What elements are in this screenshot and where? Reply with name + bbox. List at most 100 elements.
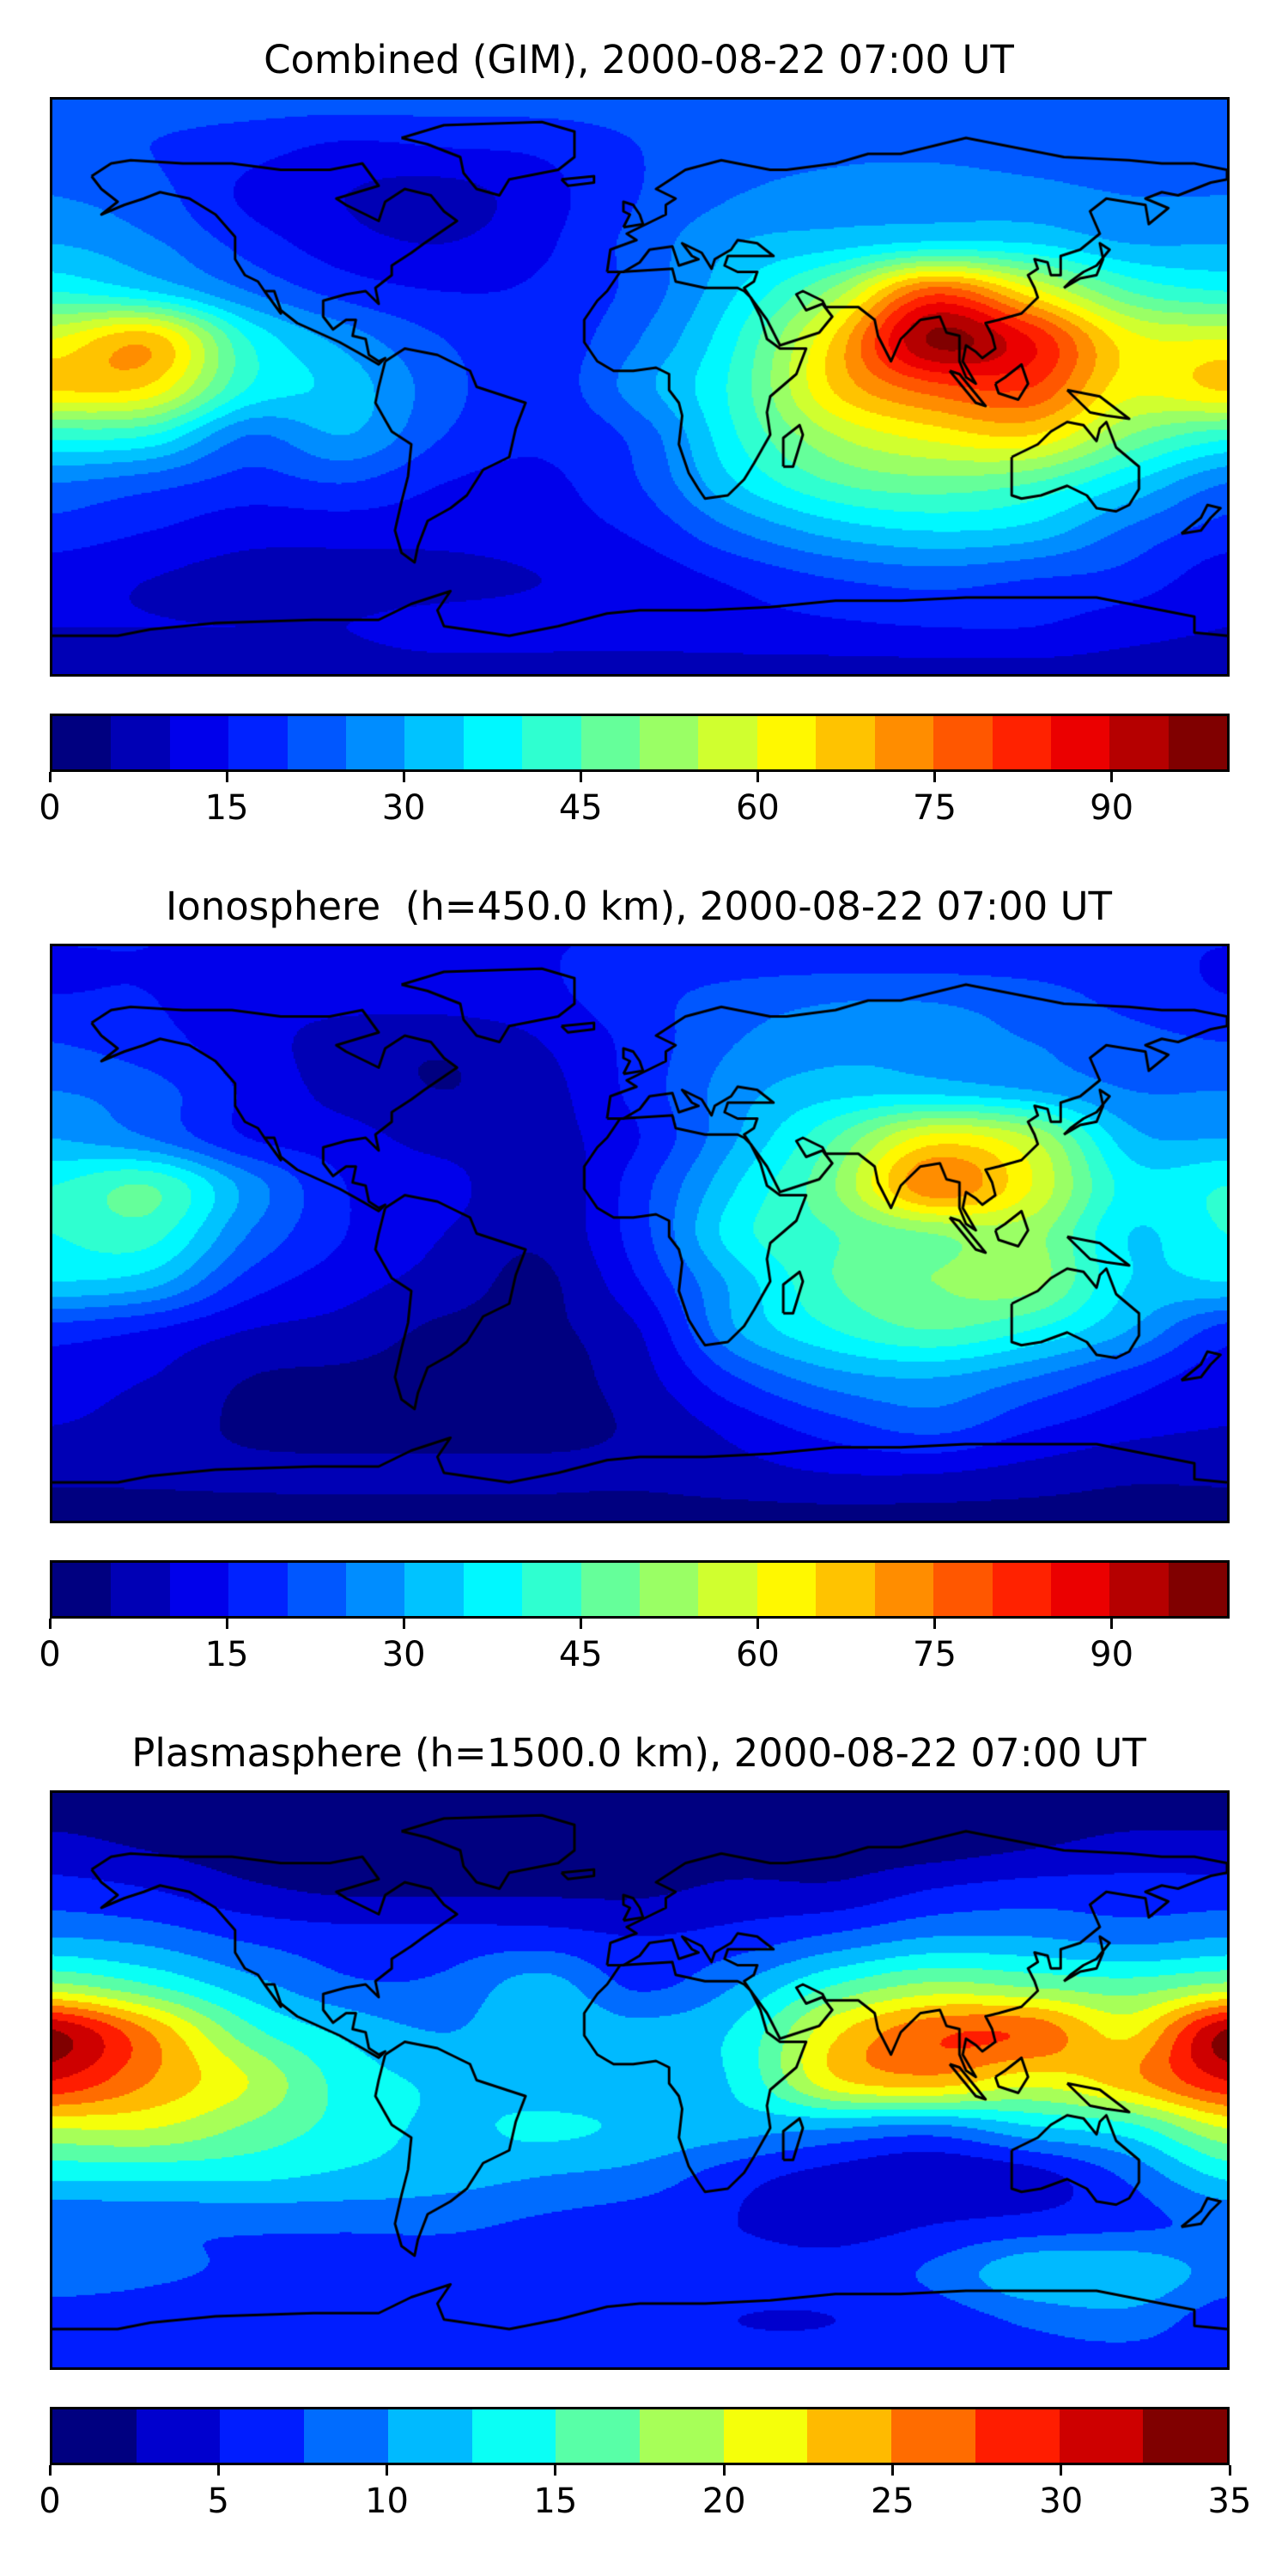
colorbar-tick-label: 0 <box>39 1635 61 1674</box>
contour-field <box>52 100 1227 674</box>
colorbar-tick-mark <box>933 772 936 782</box>
colorbar-segment <box>52 1563 112 1616</box>
colorbar-segment <box>52 716 112 769</box>
colorbar-tick-mark <box>225 1619 228 1629</box>
colorbar-tick-mark <box>579 1619 582 1629</box>
colorbar-segment <box>874 1563 934 1616</box>
colorbar-segment <box>1059 2409 1144 2463</box>
colorbar-segment <box>404 716 464 769</box>
colorbar-segment <box>169 716 229 769</box>
colorbar-tick-label: 20 <box>702 2482 746 2521</box>
colorbar-segment <box>522 716 581 769</box>
colorbar-tick-label: 60 <box>735 1635 780 1674</box>
colorbar <box>50 2407 1230 2465</box>
colorbar <box>50 714 1230 772</box>
colorbar-tick-mark <box>554 2465 557 2476</box>
colorbar-tick-mark <box>216 2465 220 2476</box>
colorbar-tick-label: 75 <box>913 788 957 828</box>
colorbar-tick-label: 0 <box>39 2482 61 2521</box>
colorbar-tick-label: 30 <box>381 788 426 828</box>
colorbar-segment <box>387 2409 472 2463</box>
colorbar-segment <box>1143 2409 1228 2463</box>
colorbar-segment <box>874 716 934 769</box>
colorbar-segment <box>136 2409 221 2463</box>
colorbar-segment <box>698 716 757 769</box>
chart-title: Ionosphere (h=450.0 km), 2000-08-22 07:0… <box>165 884 1113 929</box>
colorbar-tick-label: 75 <box>913 1635 957 1674</box>
map-plot <box>50 1790 1230 2370</box>
colorbar-segment <box>580 1563 641 1616</box>
colorbar-segment <box>304 2409 388 2463</box>
colorbar-segment <box>1109 1563 1169 1616</box>
colorbar-segment <box>228 716 288 769</box>
colorbar-segment <box>1109 716 1169 769</box>
chart-title: Combined (GIM), 2000-08-22 07:00 UT <box>264 37 1014 82</box>
colorbar-ticks: 0 15 30 45 60 75 90 <box>39 1619 1230 1687</box>
colorbar-tick-mark <box>890 2465 894 2476</box>
map-plot <box>50 944 1230 1523</box>
colorbar-segment <box>287 1563 347 1616</box>
contour-field <box>52 946 1227 1521</box>
colorbar-tick-mark <box>48 772 52 782</box>
colorbar-tick-label: 5 <box>207 2482 230 2521</box>
colorbar-segment <box>556 2409 641 2463</box>
colorbar-segment <box>346 1563 405 1616</box>
colorbar-segment <box>891 2409 975 2463</box>
colorbar-tick-label: 0 <box>39 788 61 828</box>
colorbar-segment <box>640 1563 699 1616</box>
colorbar-tick-label: 90 <box>1090 788 1134 828</box>
panel-combined: Combined (GIM), 2000-08-22 07:00 UT 0 15 3… <box>0 0 1288 847</box>
colorbar-segment <box>640 716 699 769</box>
colorbar-segment <box>580 716 641 769</box>
colorbar-tick-mark <box>1110 1619 1114 1629</box>
colorbar-tick-mark <box>756 1619 759 1629</box>
colorbar-segment <box>807 2409 892 2463</box>
colorbar-tick-label: 90 <box>1090 1635 1134 1674</box>
colorbar-tick-mark <box>1110 772 1114 782</box>
colorbar-segment <box>816 716 875 769</box>
colorbar-tick-mark <box>579 772 582 782</box>
colorbar-tick-label: 15 <box>204 1635 249 1674</box>
colorbar-tick-mark <box>48 1619 52 1629</box>
colorbar-segment <box>404 1563 464 1616</box>
colorbar-tick-mark <box>225 772 228 782</box>
map-plot <box>50 97 1230 677</box>
colorbar <box>50 1560 1230 1619</box>
colorbar-tick-mark <box>933 1619 936 1629</box>
colorbar-tick-label: 45 <box>558 788 603 828</box>
colorbar-segment <box>169 1563 229 1616</box>
colorbar-segment <box>992 1563 1051 1616</box>
colorbar-segment <box>220 2409 305 2463</box>
colorbar-segment <box>756 716 817 769</box>
colorbar-tick-mark <box>1228 2465 1231 2476</box>
colorbar-segment <box>1168 1563 1228 1616</box>
colorbar-segment <box>522 1563 581 1616</box>
colorbar-tick-label: 35 <box>1207 2482 1252 2521</box>
colorbar-segment <box>287 716 347 769</box>
colorbar-tick-label: 30 <box>381 1635 426 1674</box>
colorbar-segment <box>471 2409 556 2463</box>
colorbar-segment <box>640 2409 724 2463</box>
colorbar-tick-mark <box>386 2465 389 2476</box>
colorbar-segment <box>816 1563 875 1616</box>
colorbar-segment <box>111 1563 170 1616</box>
colorbar-tick-mark <box>1060 2465 1063 2476</box>
colorbar-tick-mark <box>48 2465 52 2476</box>
colorbar-ticks: 0 5 10 15 20 25 30 35 <box>39 2465 1251 2534</box>
colorbar-tick-label: 45 <box>558 1635 603 1674</box>
colorbar-segment <box>346 716 405 769</box>
colorbar-tick-label: 10 <box>365 2482 410 2521</box>
colorbar-segment <box>463 1563 523 1616</box>
colorbar-segment <box>933 1563 993 1616</box>
colorbar-tick-mark <box>402 772 405 782</box>
colorbar-tick-label: 15 <box>533 2482 578 2521</box>
colorbar-segment <box>933 716 993 769</box>
panel-plasmasphere: Plasmasphere (h=1500.0 km), 2000-08-22 0… <box>0 1693 1288 2540</box>
colorbar-segment <box>228 1563 288 1616</box>
colorbar-tick-label: 30 <box>1039 2482 1084 2521</box>
colorbar-ticks: 0 15 30 45 60 75 90 <box>39 772 1230 841</box>
colorbar-segment <box>698 1563 757 1616</box>
colorbar-tick-mark <box>402 1619 405 1629</box>
colorbar-tick-label: 15 <box>204 788 249 828</box>
colorbar-segment <box>1050 1563 1110 1616</box>
